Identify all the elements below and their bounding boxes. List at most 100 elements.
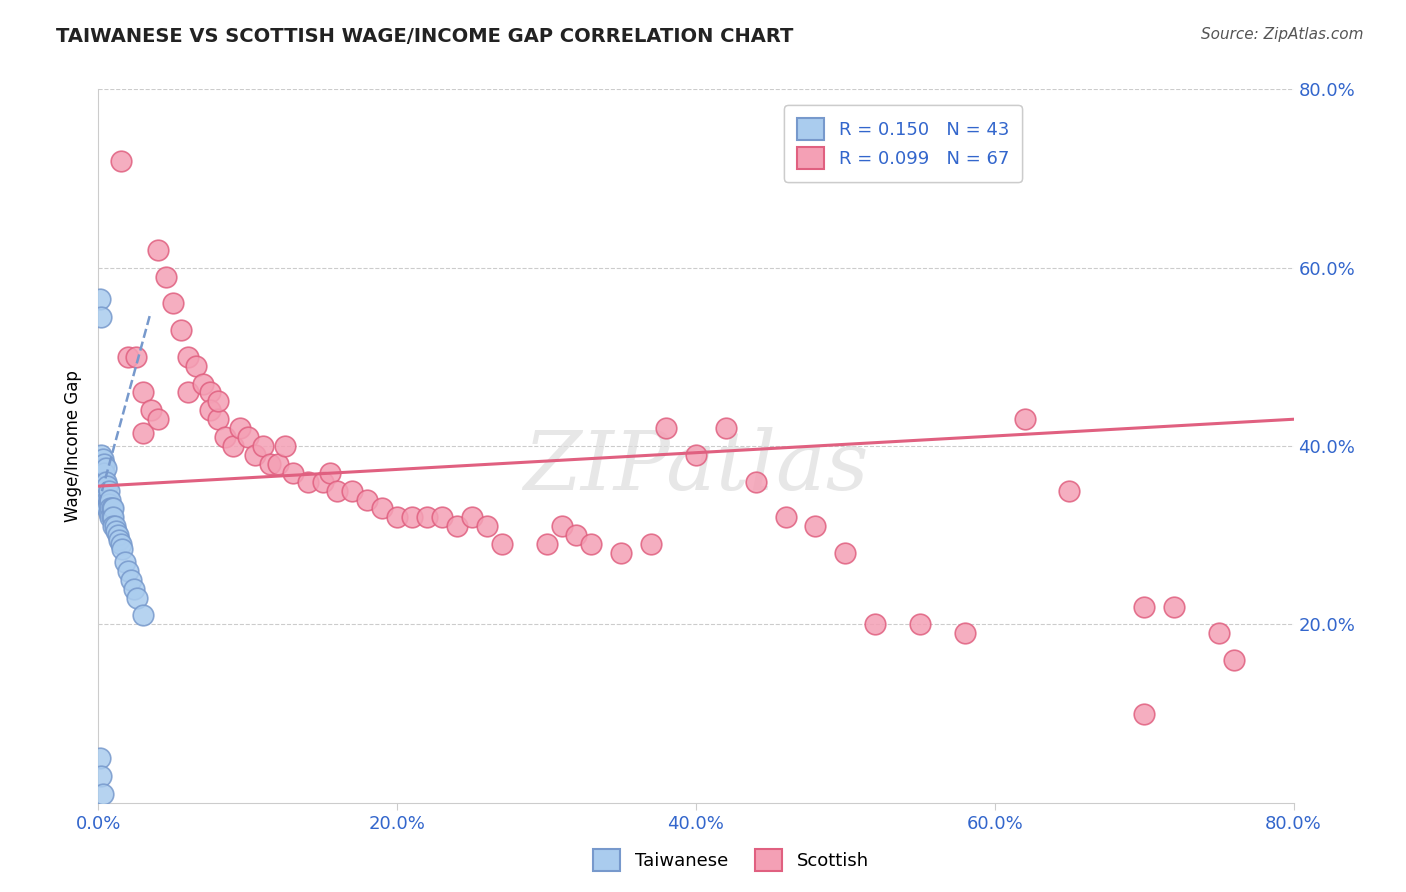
Point — [401, 510, 423, 524]
Point — [91, 787, 114, 801]
Point — [98, 510, 122, 524]
Point — [148, 412, 170, 426]
Point — [98, 492, 122, 507]
Text: ZIPatlas: ZIPatlas — [523, 427, 869, 508]
Point — [90, 310, 112, 324]
Point — [491, 537, 513, 551]
Point — [416, 510, 439, 524]
Point — [200, 385, 222, 400]
Point — [311, 475, 333, 489]
Point — [200, 403, 222, 417]
Point — [105, 524, 128, 538]
Point — [127, 591, 149, 605]
Point — [245, 448, 267, 462]
Point — [97, 506, 120, 520]
Point — [91, 461, 114, 475]
Point — [103, 501, 125, 516]
Point — [104, 519, 127, 533]
Point — [96, 492, 118, 507]
Point — [222, 439, 245, 453]
Point — [132, 608, 155, 623]
Point — [89, 751, 111, 765]
Point — [96, 479, 118, 493]
Point — [148, 243, 170, 257]
Point — [177, 350, 200, 364]
Point — [908, 617, 931, 632]
Point — [91, 470, 114, 484]
Legend: R = 0.150   N = 43, R = 0.099   N = 67: R = 0.150 N = 43, R = 0.099 N = 67 — [785, 105, 1022, 182]
Text: Source: ZipAtlas.com: Source: ZipAtlas.com — [1201, 27, 1364, 42]
Point — [207, 412, 229, 426]
Point — [865, 617, 887, 632]
Point — [132, 425, 155, 440]
Point — [745, 475, 768, 489]
Point — [775, 510, 797, 524]
Point — [685, 448, 707, 462]
Point — [110, 537, 132, 551]
Point — [169, 323, 191, 337]
Point — [132, 385, 155, 400]
Point — [229, 421, 252, 435]
Point — [1163, 599, 1185, 614]
Point — [96, 501, 118, 516]
Point — [371, 501, 394, 516]
Point — [834, 546, 856, 560]
Point — [111, 541, 134, 556]
Point — [385, 510, 409, 524]
Point — [120, 573, 142, 587]
Point — [475, 519, 498, 533]
Point — [177, 385, 200, 400]
Point — [94, 475, 117, 489]
Y-axis label: Wage/Income Gap: Wage/Income Gap — [65, 370, 83, 522]
Point — [214, 430, 236, 444]
Point — [107, 528, 129, 542]
Point — [281, 466, 304, 480]
Legend: Taiwanese, Scottish: Taiwanese, Scottish — [586, 842, 876, 879]
Point — [267, 457, 290, 471]
Point — [252, 439, 274, 453]
Point — [114, 555, 136, 569]
Point — [94, 488, 117, 502]
Point — [1223, 653, 1246, 667]
Point — [274, 439, 297, 453]
Point — [1133, 599, 1156, 614]
Point — [550, 519, 572, 533]
Point — [108, 533, 131, 547]
Point — [1014, 412, 1036, 426]
Point — [207, 394, 229, 409]
Point — [236, 430, 259, 444]
Point — [536, 537, 558, 551]
Point — [430, 510, 453, 524]
Point — [125, 350, 148, 364]
Point — [581, 537, 603, 551]
Point — [162, 296, 184, 310]
Point — [342, 483, 364, 498]
Point — [155, 269, 177, 284]
Point — [98, 501, 122, 516]
Point — [117, 564, 139, 578]
Point — [804, 519, 827, 533]
Point — [191, 376, 214, 391]
Point — [565, 528, 588, 542]
Point — [297, 475, 319, 489]
Point — [110, 153, 132, 168]
Point — [97, 497, 120, 511]
Point — [101, 501, 124, 516]
Point — [461, 510, 484, 524]
Point — [714, 421, 737, 435]
Point — [139, 403, 162, 417]
Point — [259, 457, 281, 471]
Point — [184, 359, 207, 373]
Point — [94, 497, 117, 511]
Point — [319, 466, 342, 480]
Point — [93, 457, 115, 471]
Point — [356, 492, 378, 507]
Point — [1208, 626, 1230, 640]
Point — [1133, 706, 1156, 721]
Point — [101, 510, 124, 524]
Point — [93, 483, 115, 498]
Point — [610, 546, 633, 560]
Point — [953, 626, 976, 640]
Point — [103, 519, 125, 533]
Point — [93, 466, 115, 480]
